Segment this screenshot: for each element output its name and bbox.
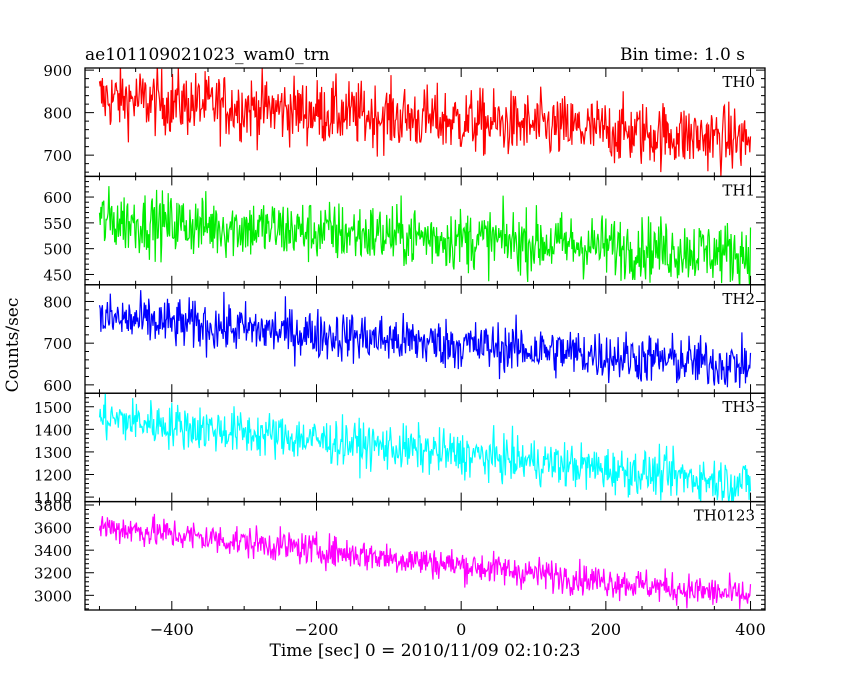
series-th0123-line	[98, 513, 752, 610]
panel-label-th1: TH1	[722, 181, 755, 199]
y-tick-label: 1100	[34, 489, 72, 507]
y-tick-label: 3600	[34, 520, 72, 538]
y-tick-label: 1300	[34, 444, 72, 462]
x-axis-label: Time [sec] 0 = 2010/11/09 02:10:23	[270, 641, 581, 661]
y-tick-label: 600	[43, 189, 72, 207]
series-th1-line	[98, 186, 752, 285]
y-tick-label: 3400	[34, 542, 72, 560]
chart-title: ae101109021023_wam0_trn	[85, 45, 330, 65]
panel-th3: 1100 1200 1300 1400 1500 TH3	[34, 392, 766, 507]
panel-label-th3: TH3	[722, 398, 755, 416]
y-tick-label: 700	[43, 147, 72, 165]
panel-label-th0123: TH0123	[694, 507, 755, 525]
y-tick-label: 3200	[34, 565, 72, 583]
x-tick-label: −400	[150, 620, 194, 639]
x-tick-label: 400	[735, 620, 766, 639]
x-tick-label: 200	[591, 620, 622, 639]
y-axis-label: Counts/sec	[3, 298, 23, 393]
y-tick-label: 1500	[34, 399, 72, 417]
y-tick-label: 3000	[34, 587, 72, 605]
y-tick-label: 600	[43, 377, 72, 395]
x-tick-label: −200	[295, 620, 339, 639]
series-th3-line	[98, 393, 752, 502]
x-tick-label: 0	[456, 620, 466, 639]
series-th2-line	[98, 290, 752, 389]
y-tick-label: 700	[43, 335, 72, 353]
y-tick-label: 1200	[34, 467, 72, 485]
bin-time-label: Bin time: 1.0 s	[620, 45, 745, 65]
panel-th2: 600 700 800 TH2	[43, 284, 766, 395]
panel-label-th0: TH0	[722, 73, 755, 91]
panel-th0123: 3000 3200 3400 3600 3800 TH0123	[34, 497, 766, 611]
panel-label-th2: TH2	[722, 290, 755, 308]
y-tick-label: 1400	[34, 421, 72, 439]
y-tick-label: 3800	[34, 497, 72, 515]
y-tick-label: 550	[43, 215, 72, 233]
y-tick-label: 900	[43, 62, 72, 80]
y-tick-label: 450	[43, 266, 72, 284]
series-th0-line	[98, 68, 752, 177]
y-tick-label: 800	[43, 293, 72, 311]
y-tick-label: 500	[43, 241, 72, 259]
panel-th1: 450 500 550 600 TH1	[43, 175, 766, 286]
panel-th0: 700 800 900 TH0	[43, 62, 766, 178]
panels-group: 700 800 900 TH0 450 500 550 600 TH1 600 700 800 TH2 1…	[34, 62, 766, 639]
y-tick-label: 800	[43, 105, 72, 123]
